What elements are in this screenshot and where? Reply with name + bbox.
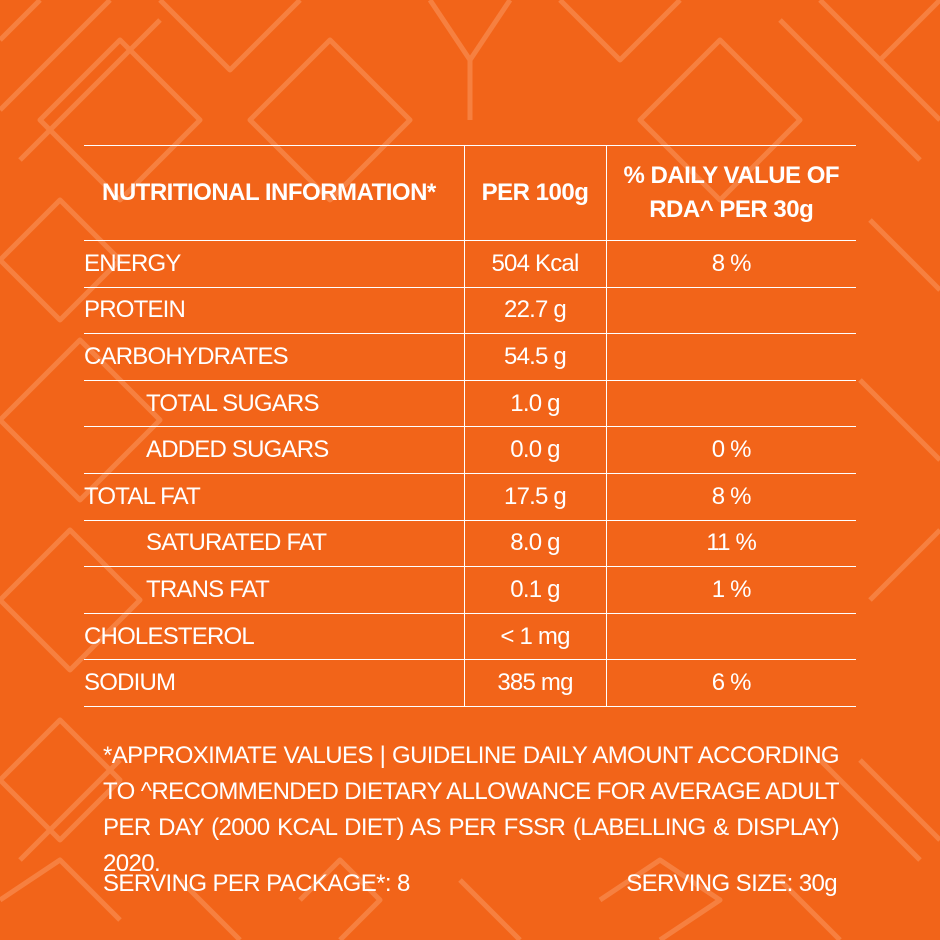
per-100g-value: 17.5 g bbox=[463, 472, 606, 521]
nutrient-name: CARBOHYDRATES bbox=[84, 333, 464, 381]
table-row: ADDED SUGARS 0.0 g 0 % bbox=[84, 426, 856, 474]
daily-value bbox=[605, 286, 856, 335]
table-header-row: NUTRITIONAL INFORMATION* PER 100g % DAIL… bbox=[84, 145, 856, 241]
header-daily-value-line2: RDA^ PER 30g bbox=[649, 196, 814, 223]
table-row: ENERGY 504 Kcal 8 % bbox=[84, 240, 856, 288]
header-daily-value-line1: % DAILY VALUE OF bbox=[623, 162, 840, 189]
nutrient-name: TOTAL FAT bbox=[84, 472, 464, 521]
daily-value: 1 % bbox=[605, 566, 856, 614]
nutrient-name: SODIUM bbox=[84, 659, 464, 707]
table-row: CARBOHYDRATES 54.5 g bbox=[84, 333, 856, 381]
nutrient-name: ADDED SUGARS bbox=[84, 426, 464, 474]
table-row: TRANS FAT 0.1 g 1 % bbox=[84, 566, 856, 614]
daily-value: 6 % bbox=[605, 659, 856, 707]
per-100g-value: 54.5 g bbox=[463, 333, 606, 381]
daily-value bbox=[605, 379, 856, 428]
header-nutritional-information: NUTRITIONAL INFORMATION* bbox=[84, 145, 464, 241]
table-row: TOTAL FAT 17.5 g 8 % bbox=[84, 472, 856, 521]
per-100g-value: 1.0 g bbox=[463, 379, 606, 428]
daily-value: 8 % bbox=[605, 240, 856, 288]
nutrient-name: PROTEIN bbox=[84, 286, 464, 335]
per-100g-value: 504 Kcal bbox=[463, 240, 606, 288]
nutrient-name: ENERGY bbox=[84, 240, 464, 288]
nutrient-name: SATURATED FAT bbox=[84, 519, 464, 568]
table-row: SATURATED FAT 8.0 g 11 % bbox=[84, 519, 856, 568]
daily-value: 0 % bbox=[605, 426, 856, 474]
daily-value bbox=[605, 612, 856, 661]
per-100g-value: 0.0 g bbox=[463, 426, 606, 474]
per-100g-value: < 1 mg bbox=[463, 612, 606, 661]
nutrient-name: TOTAL SUGARS bbox=[84, 379, 464, 428]
table-row: CHOLESTEROL < 1 mg bbox=[84, 612, 856, 661]
serving-per-package: SERVING PER PACKAGE*: 8 bbox=[103, 870, 410, 897]
per-100g-value: 385 mg bbox=[463, 659, 606, 707]
daily-value: 8 % bbox=[605, 472, 856, 521]
daily-value: 11 % bbox=[605, 519, 856, 568]
per-100g-value: 0.1 g bbox=[463, 566, 606, 614]
table-row: SODIUM 385 mg 6 % bbox=[84, 659, 856, 707]
footnote-text: *APPROXIMATE VALUES | GUIDELINE DAILY AM… bbox=[103, 742, 840, 877]
nutrient-name: CHOLESTEROL bbox=[84, 612, 464, 661]
header-daily-value: % DAILY VALUE OF RDA^ PER 30g bbox=[605, 145, 856, 241]
per-100g-value: 22.7 g bbox=[463, 286, 606, 335]
header-per-100g: PER 100g bbox=[463, 145, 606, 241]
serving-size: SERVING SIZE: 30g bbox=[626, 870, 837, 897]
nutrition-panel: NUTRITIONAL INFORMATION* PER 100g % DAIL… bbox=[84, 145, 856, 707]
table-row: PROTEIN 22.7 g bbox=[84, 286, 856, 335]
nutrient-name: TRANS FAT bbox=[84, 566, 464, 614]
nutrition-table: NUTRITIONAL INFORMATION* PER 100g % DAIL… bbox=[84, 145, 856, 707]
daily-value bbox=[605, 333, 856, 381]
per-100g-value: 8.0 g bbox=[463, 519, 606, 568]
table-row: TOTAL SUGARS 1.0 g bbox=[84, 379, 856, 428]
